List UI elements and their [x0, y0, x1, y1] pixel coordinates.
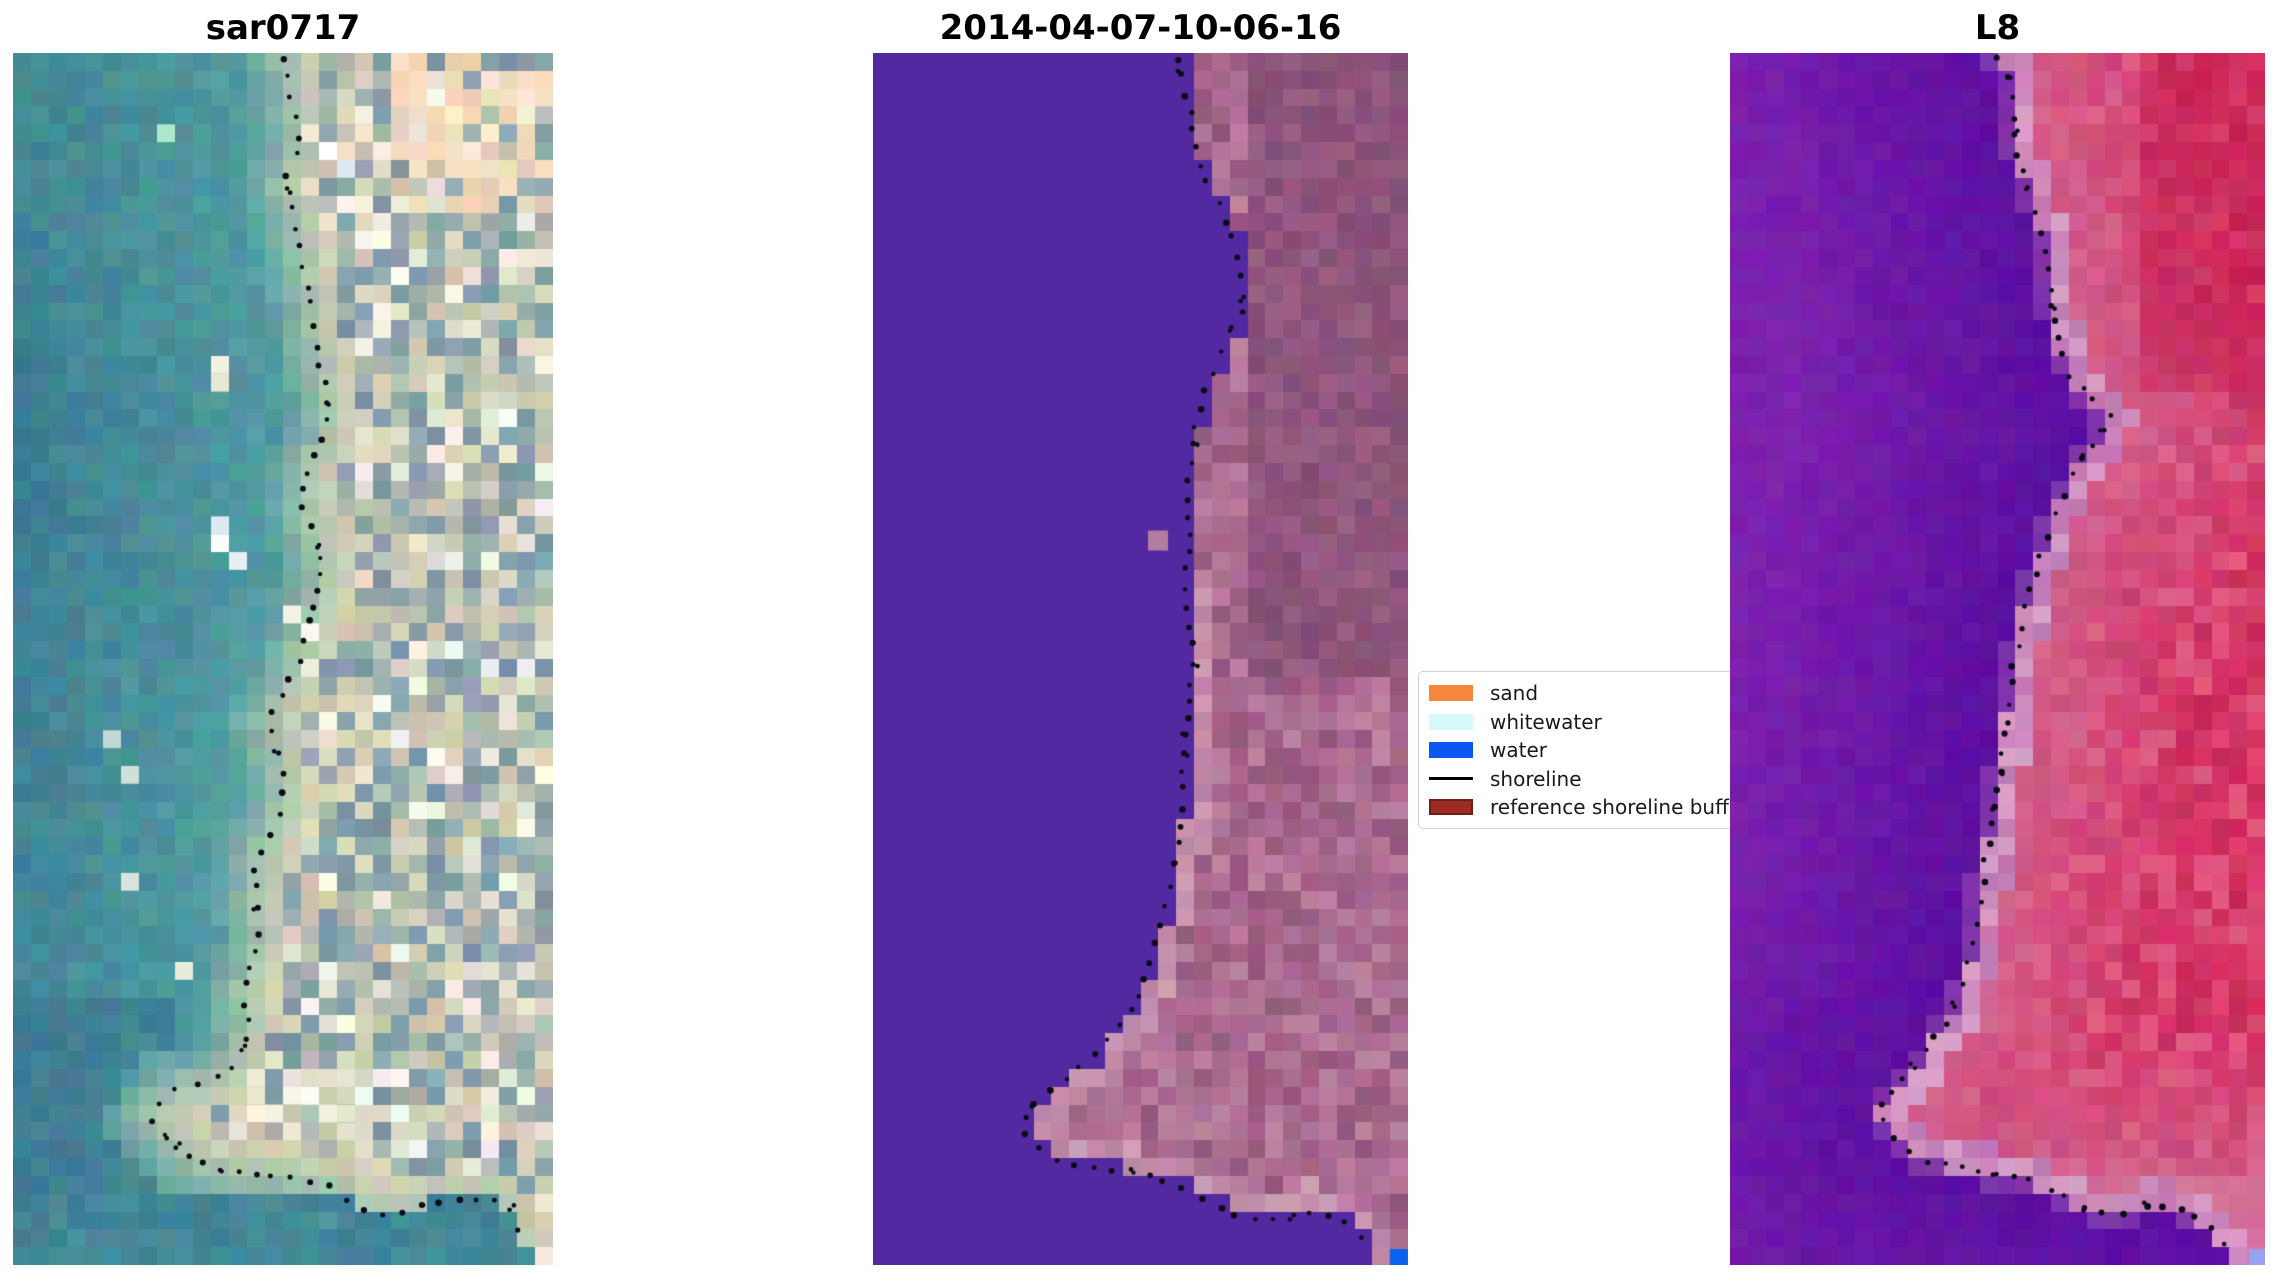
reference-buffer-swatch-icon — [1429, 799, 1473, 816]
legend-label-reference-shoreline-buffer: reference shoreline buffer — [1490, 795, 1750, 820]
water-swatch-icon — [1429, 742, 1473, 759]
classified-panel-image — [873, 53, 1408, 1265]
panel-title-l8: L8 — [1974, 8, 2021, 48]
panel-title-classified: 2014-04-07-10-06-16 — [939, 8, 1342, 48]
shoreline-line-icon — [1429, 777, 1473, 781]
whitewater-swatch-icon — [1429, 713, 1473, 730]
legend: sand whitewater water shoreline referenc… — [1418, 671, 1762, 829]
legend-item-whitewater: whitewater — [1429, 708, 1751, 737]
legend-item-shoreline: shoreline — [1429, 765, 1751, 794]
l8-panel-image — [1730, 53, 2265, 1265]
legend-label-whitewater: whitewater — [1490, 709, 1602, 734]
sar-panel-image — [13, 53, 553, 1265]
legend-label-water: water — [1490, 738, 1547, 763]
legend-item-water: water — [1429, 736, 1751, 765]
panel-title-sar: sar0717 — [205, 8, 361, 48]
legend-item-reference-shoreline-buffer: reference shoreline buffer — [1429, 793, 1751, 822]
legend-item-sand: sand — [1429, 679, 1751, 708]
legend-label-shoreline: shoreline — [1490, 766, 1582, 791]
legend-label-sand: sand — [1490, 681, 1539, 706]
sand-swatch-icon — [1429, 685, 1473, 702]
